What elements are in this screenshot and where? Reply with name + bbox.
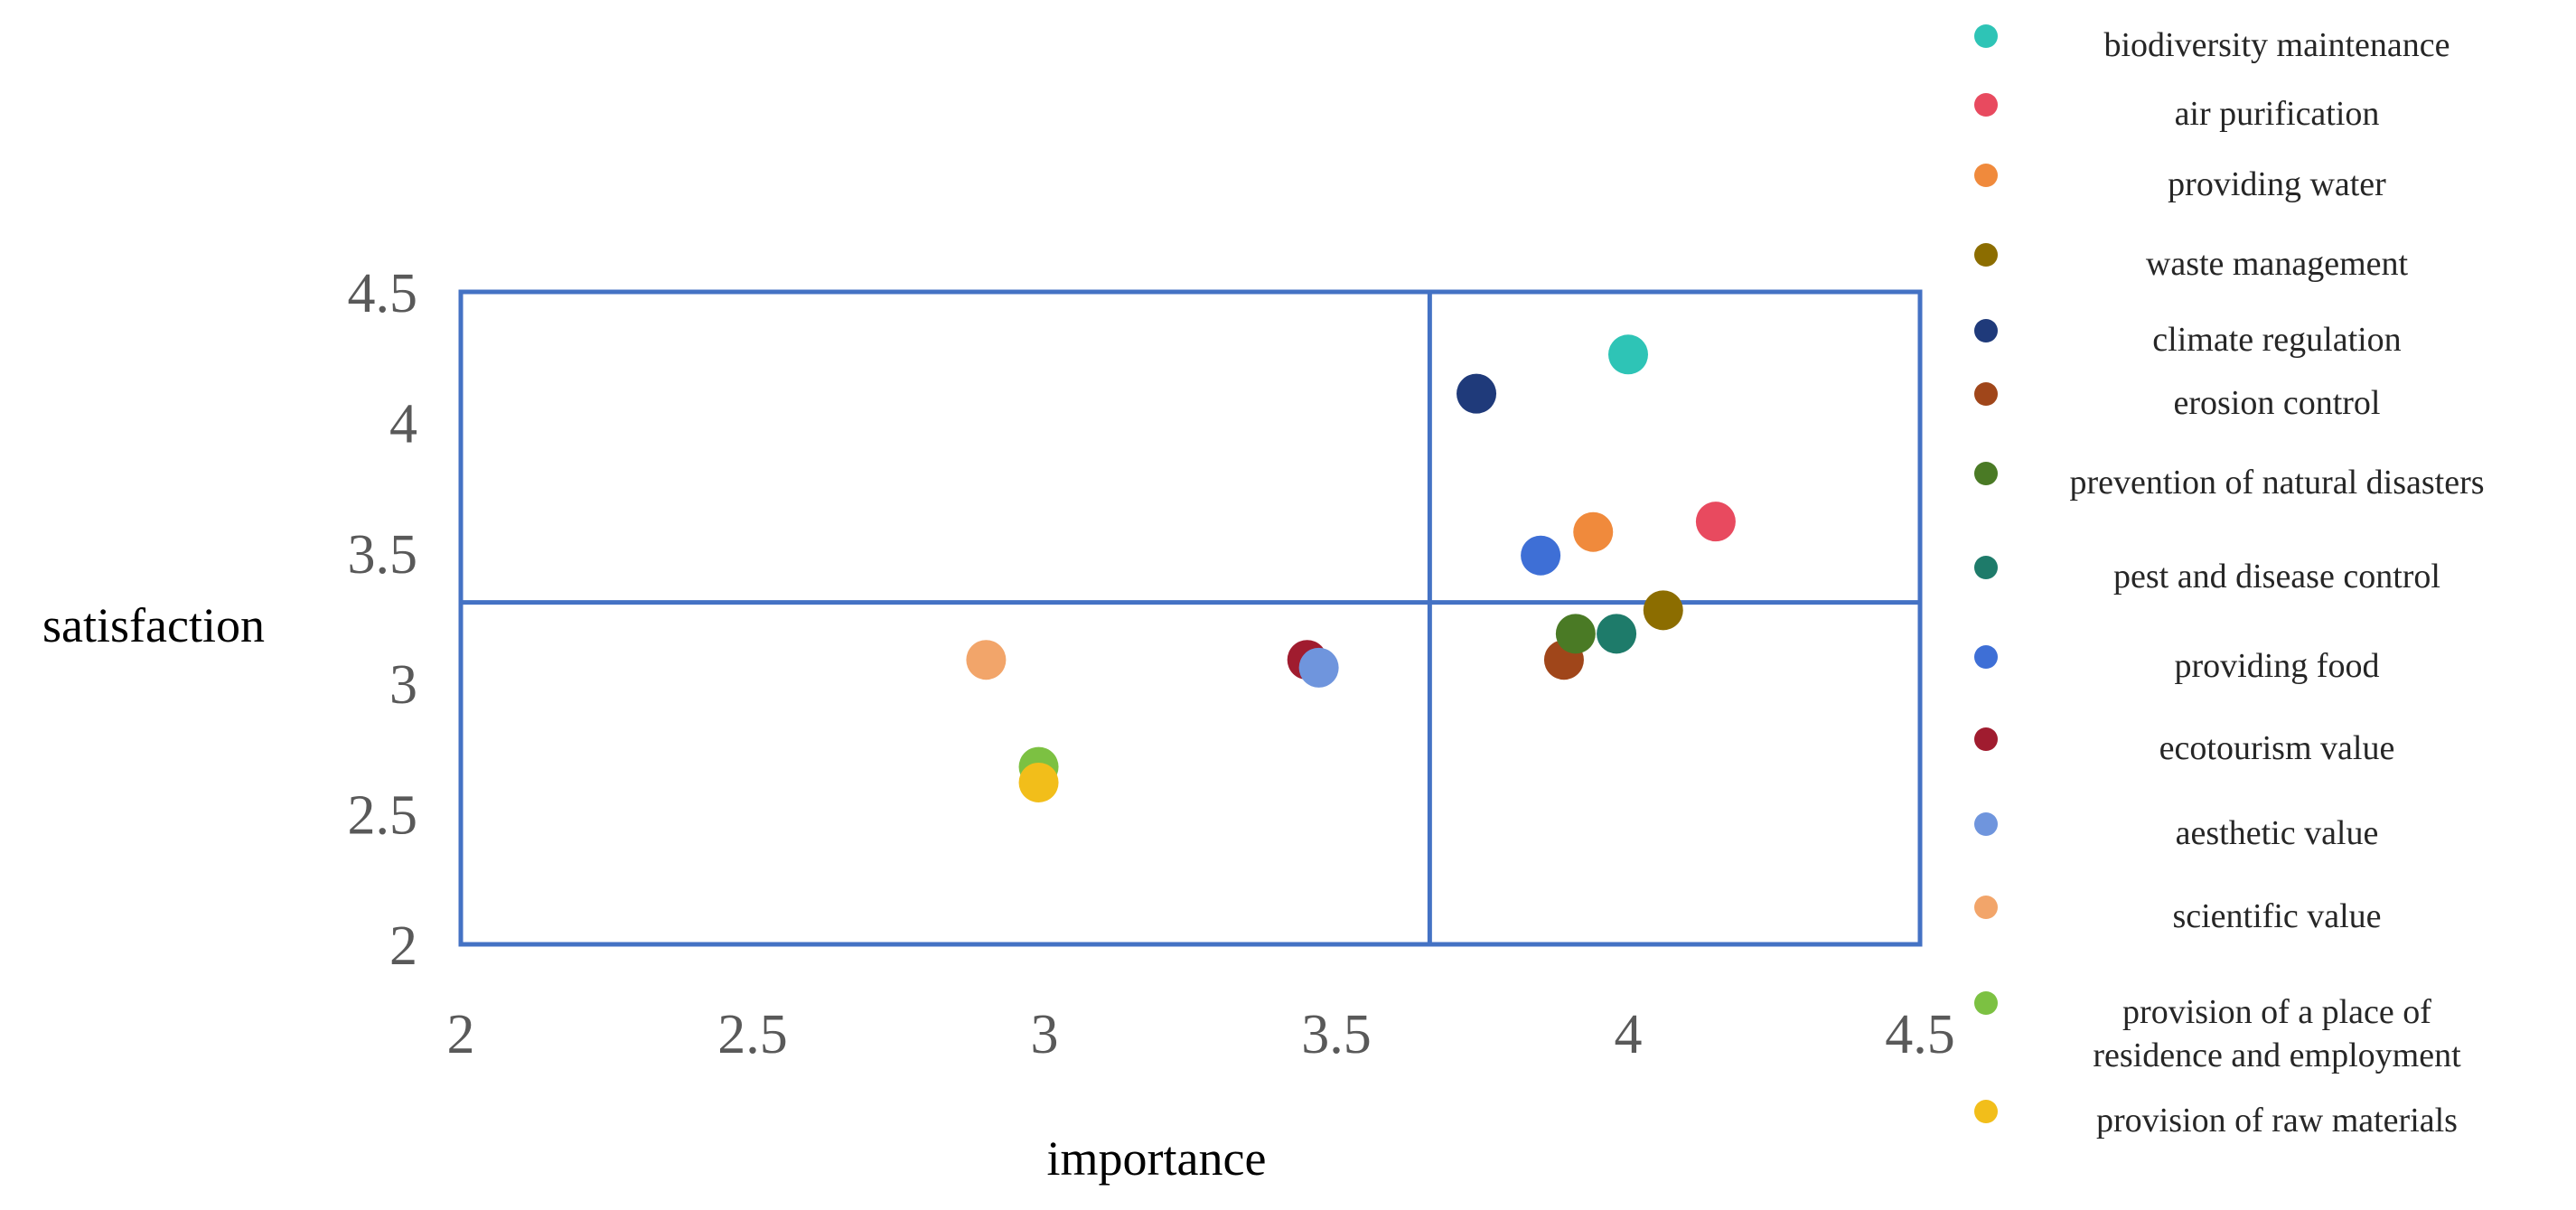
data-point [1695,502,1736,542]
data-point [1457,373,1497,414]
legend-label: providing food [2175,647,2380,685]
legend-label: biodiversity maintenance [2103,26,2450,64]
legend-marker [1974,93,1998,117]
x-tick-label: 4.5 [1885,1004,1955,1065]
legend-label: pest and disease control [2113,558,2440,596]
legend-label: erosion control [2173,384,2380,422]
legend: biodiversity maintenance air purification… [1974,24,2485,1140]
x-tick-label: 3 [1031,1004,1059,1065]
legend-marker [1974,1100,1998,1123]
y-tick-label: 2.5 [348,785,418,847]
legend-marker [1974,382,1998,406]
data-points [966,334,1736,802]
legend-label: waste management [2146,245,2409,283]
legend-label: providing water [2168,165,2386,203]
y-axis-title: satisfaction [42,598,265,652]
y-tick-label: 4.5 [348,263,418,324]
legend-marker [1974,812,1998,836]
x-tick-label: 4 [1615,1004,1643,1065]
legend-label: scientific value [2172,897,2381,935]
data-point [1573,511,1614,552]
data-point [966,640,1007,680]
legend-marker [1974,991,1998,1015]
legend-label: prevention of natural disasters [2069,464,2484,502]
legend-label: climate regulation [2152,321,2401,359]
legend-marker [1974,556,1998,579]
legend-label: residence and employment [2093,1036,2461,1074]
data-point [1643,590,1683,631]
legend-label: provision of a place of [2122,993,2431,1031]
legend-marker [1974,164,1998,187]
legend-marker [1974,645,1998,669]
x-tick-label: 3.5 [1301,1004,1372,1065]
legend-marker [1974,243,1998,267]
y-tick-label: 3 [389,654,417,716]
data-point [1555,614,1596,654]
plot-frame [458,289,1923,947]
y-tick-label: 3.5 [348,524,418,586]
x-axis-title: importance [1047,1131,1267,1186]
legend-marker [1974,319,1998,342]
data-point [1521,535,1561,576]
x-tick-label: 2 [447,1004,475,1065]
legend-marker [1974,727,1998,751]
y-tick-label: 4 [389,393,417,455]
data-point [1298,647,1339,688]
axis-ticks: 2 2.5 3 3.5 4 4.5 2 2.5 3 3.5 4 4.5 [348,263,1955,1065]
x-tick-label: 2.5 [717,1004,788,1065]
data-point [1597,614,1637,654]
legend-label: ecotourism value [2159,729,2395,767]
legend-marker [1974,896,1998,919]
legend-marker [1974,24,1998,48]
plot-border [458,289,1923,947]
legend-marker [1974,462,1998,485]
y-tick-label: 2 [389,915,417,977]
legend-label: provision of raw materials [2096,1102,2458,1140]
data-point [1018,762,1059,802]
data-point [1608,334,1648,375]
legend-label: aesthetic value [2176,814,2379,852]
legend-label: air purification [2175,95,2380,133]
